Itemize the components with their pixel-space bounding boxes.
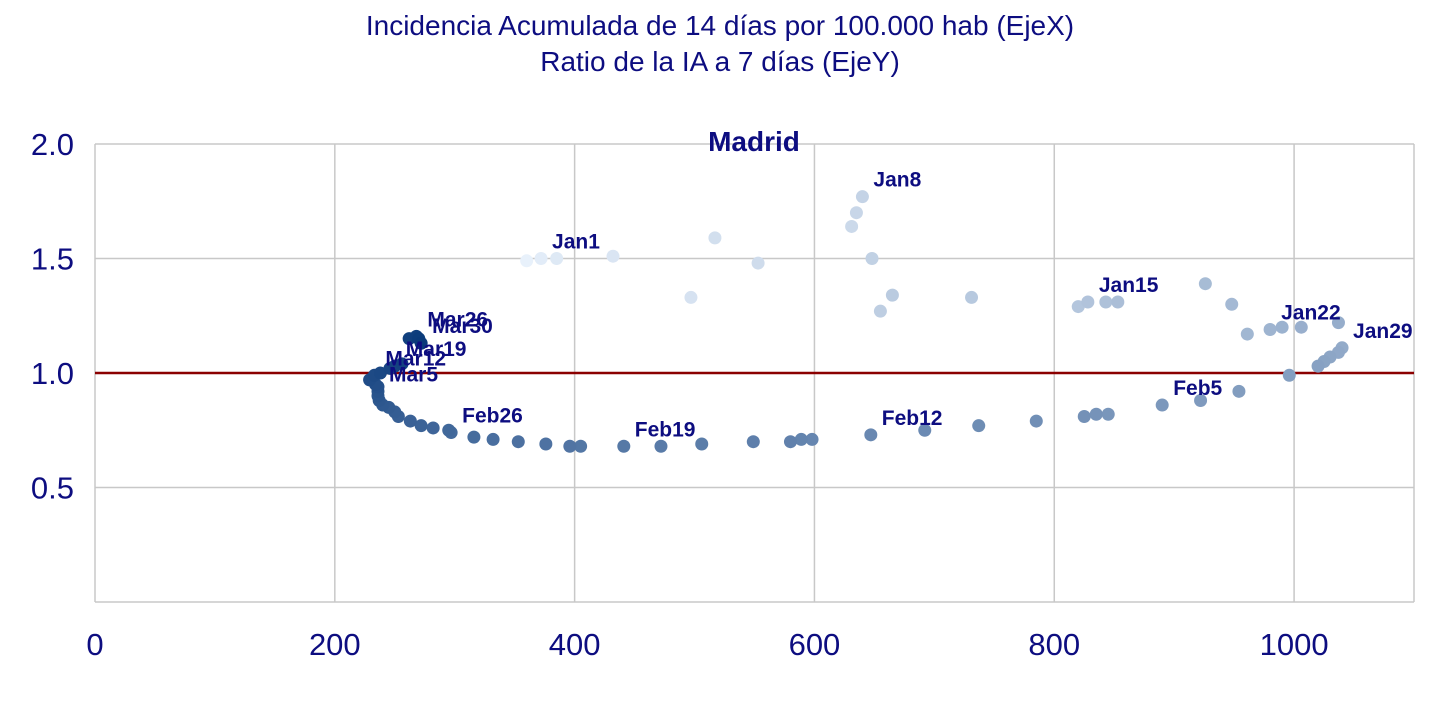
data-point <box>873 304 887 318</box>
data-point <box>972 419 986 433</box>
x-tick-label: 0 <box>86 627 103 662</box>
point-label: Mar5 <box>389 363 438 386</box>
data-point <box>617 439 631 453</box>
x-tick-label: 800 <box>1028 627 1080 662</box>
data-point <box>805 432 819 446</box>
data-point <box>1311 359 1325 373</box>
data-point <box>534 252 548 265</box>
data-point <box>426 421 440 435</box>
y-tick-label: 2.0 <box>31 127 74 162</box>
data-point <box>1225 297 1239 311</box>
data-point <box>1198 277 1212 291</box>
chart-title-line-1: Incidencia Acumulada de 14 días por 100.… <box>365 10 1075 41</box>
point-label: Mar19 <box>406 338 467 361</box>
point-label: Feb5 <box>1173 377 1222 400</box>
x-tick-label: 600 <box>789 627 841 662</box>
point-label: Mar12 <box>385 347 446 370</box>
data-point <box>1029 414 1043 428</box>
data-point <box>849 206 863 220</box>
data-point <box>1077 410 1091 424</box>
data-point <box>783 435 797 449</box>
data-point <box>1101 407 1115 421</box>
data-point <box>511 435 525 449</box>
data-point <box>550 252 564 265</box>
point-label: Jan15 <box>1099 274 1159 297</box>
chart-subtitle: Madrid <box>708 126 800 157</box>
data-point <box>695 437 709 451</box>
data-point <box>1089 407 1103 421</box>
data-point <box>414 419 428 433</box>
data-point <box>1155 398 1169 412</box>
data-point <box>684 290 698 304</box>
data-point <box>1275 320 1289 334</box>
data-point <box>1294 320 1308 334</box>
point-label: Jan22 <box>1281 301 1341 324</box>
data-point <box>1263 322 1277 336</box>
data-point <box>855 190 869 204</box>
data-point <box>845 219 859 233</box>
data-point <box>746 435 760 449</box>
data-point <box>708 231 722 245</box>
data-point <box>414 336 428 350</box>
point-label: Mar30 <box>432 315 493 338</box>
data-point <box>1232 384 1246 398</box>
data-point <box>442 423 456 437</box>
y-tick-label: 0.5 <box>31 471 74 506</box>
data-point <box>1111 295 1125 309</box>
data-point <box>467 430 481 444</box>
data-point <box>1081 295 1095 309</box>
data-point <box>486 432 500 446</box>
point-label: Jan8 <box>873 169 921 192</box>
data-point <box>1194 393 1208 407</box>
data-point <box>654 439 668 453</box>
data-point <box>918 423 932 437</box>
data-point <box>1099 295 1113 309</box>
data-point <box>574 439 588 453</box>
x-tick-label: 400 <box>549 627 601 662</box>
x-tick-label: 200 <box>309 627 361 662</box>
data-point <box>865 252 879 265</box>
data-point <box>965 290 979 304</box>
data-point <box>794 432 808 446</box>
y-tick-label: 1.0 <box>31 356 74 391</box>
point-label: Feb26 <box>462 405 523 428</box>
y-tick-label: 1.5 <box>31 242 74 277</box>
data-point <box>563 439 577 453</box>
data-point <box>1282 368 1296 382</box>
data-point <box>885 288 899 302</box>
data-point <box>520 254 534 268</box>
data-point <box>606 249 620 263</box>
data-point <box>751 256 765 270</box>
data-point <box>395 357 409 371</box>
chart-title-line-2: Ratio de la IA a 7 días (EjeY) <box>540 46 900 77</box>
point-label: Feb12 <box>882 407 943 430</box>
data-point <box>403 414 417 428</box>
data-point <box>1240 327 1254 341</box>
data-point <box>539 437 553 451</box>
point-label: Jan1 <box>552 231 600 254</box>
data-point <box>1331 316 1345 330</box>
x-tick-label: 1000 <box>1260 627 1329 662</box>
data-point <box>864 428 878 442</box>
point-label: Feb19 <box>635 418 696 441</box>
point-label: Mar26 <box>427 308 488 331</box>
point-label: Jan29 <box>1353 320 1413 343</box>
